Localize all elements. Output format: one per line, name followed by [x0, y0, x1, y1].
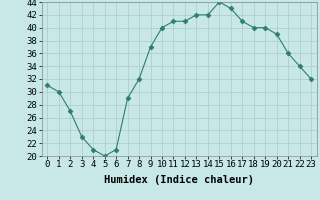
X-axis label: Humidex (Indice chaleur): Humidex (Indice chaleur) — [104, 175, 254, 185]
